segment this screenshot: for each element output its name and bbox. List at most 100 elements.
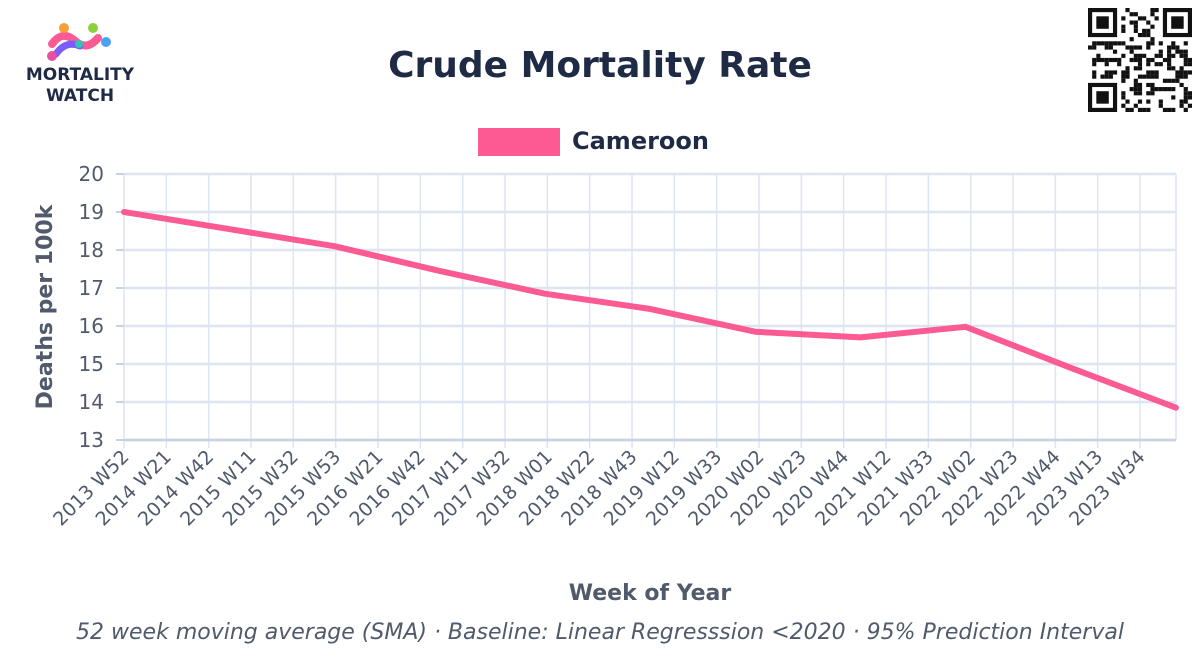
qr-module <box>1121 16 1126 21</box>
qr-module <box>1129 49 1134 54</box>
qr-module <box>1146 99 1151 104</box>
qr-module <box>1154 8 1159 13</box>
qr-module <box>1179 49 1184 54</box>
qr-module <box>1137 91 1143 96</box>
qr-module <box>1137 62 1143 67</box>
qr-code-icon <box>1088 8 1192 112</box>
qr-finder-core <box>1096 16 1109 29</box>
qr-module <box>1183 41 1188 46</box>
qr-module <box>1179 82 1184 88</box>
qr-module <box>1150 57 1155 63</box>
qr-module <box>1150 37 1155 42</box>
qr-module <box>1142 16 1147 21</box>
qr-module <box>1125 66 1130 71</box>
qr-module <box>1150 12 1155 17</box>
qr-module <box>1125 107 1130 112</box>
qr-module <box>1150 8 1155 13</box>
qr-module <box>1158 41 1163 46</box>
qr-module <box>1121 41 1126 46</box>
qr-module <box>1162 107 1168 112</box>
qr-module <box>1117 41 1122 46</box>
qr-module <box>1167 87 1172 92</box>
qr-module <box>1171 66 1176 71</box>
qr-module <box>1150 24 1155 29</box>
qr-module <box>1092 62 1097 67</box>
qr-module <box>1179 70 1184 75</box>
qr-module <box>1146 45 1151 50</box>
qr-module <box>1154 62 1159 67</box>
qr-module <box>1092 74 1097 79</box>
qr-module <box>1179 74 1184 79</box>
qr-module <box>1092 45 1097 50</box>
qr-module <box>1125 8 1130 13</box>
y-tick-label: 13 <box>79 428 104 452</box>
qr-module <box>1187 95 1192 100</box>
qr-module <box>1183 70 1188 75</box>
qr-module <box>1133 87 1138 92</box>
y-tick-label: 17 <box>79 276 104 300</box>
qr-finder-core <box>1171 16 1184 29</box>
legend[interactable]: Cameroon <box>478 127 709 156</box>
qr-module <box>1158 49 1163 54</box>
qr-module <box>1133 82 1138 88</box>
qr-module <box>1133 12 1138 17</box>
y-tick-label: 14 <box>79 390 104 414</box>
qr-module <box>1133 103 1138 108</box>
qr-module <box>1167 78 1172 83</box>
qr-module <box>1129 37 1134 42</box>
y-axis: 13 14 15 16 17 18 19 20 <box>79 162 124 452</box>
qr-module <box>1171 95 1176 100</box>
qr-module <box>1133 57 1138 63</box>
qr-module <box>1183 107 1188 112</box>
qr-module <box>1146 41 1151 46</box>
qr-module <box>1112 49 1118 54</box>
qr-module <box>1162 87 1168 92</box>
mortality-watch-logo: MORTALITY WATCH <box>26 23 135 106</box>
y-tick-label: 16 <box>79 314 104 338</box>
logo-mark-icon <box>47 23 111 61</box>
qr-module <box>1146 28 1151 33</box>
qr-module <box>1100 41 1105 46</box>
qr-module <box>1096 53 1101 58</box>
qr-module <box>1133 20 1138 25</box>
qr-module <box>1183 99 1188 104</box>
qr-module <box>1158 87 1163 92</box>
qr-module <box>1146 70 1151 75</box>
qr-module <box>1183 49 1188 54</box>
qr-module <box>1150 41 1155 46</box>
qr-module <box>1096 57 1101 63</box>
qr-module <box>1125 99 1130 104</box>
series-layer <box>121 209 1179 411</box>
qr-module <box>1142 107 1147 112</box>
qr-module <box>1092 41 1097 46</box>
qr-module <box>1150 82 1155 88</box>
qr-module <box>1183 91 1188 96</box>
qr-module <box>1175 70 1180 75</box>
qr-module <box>1121 91 1126 96</box>
qr-module <box>1183 62 1188 67</box>
qr-module <box>1187 103 1192 108</box>
qr-module <box>1187 70 1192 75</box>
qr-module <box>1112 41 1118 46</box>
y-tick-label: 20 <box>79 162 104 186</box>
qr-module <box>1137 57 1143 63</box>
qr-module <box>1121 24 1126 29</box>
legend-swatch <box>478 128 560 156</box>
qr-module <box>1121 53 1126 58</box>
series-line-cameroon[interactable] <box>121 209 1179 411</box>
qr-module <box>1146 74 1151 79</box>
qr-module <box>1179 53 1184 58</box>
qr-module <box>1150 87 1155 92</box>
qr-module <box>1150 74 1155 79</box>
qr-module <box>1137 87 1143 92</box>
qr-module <box>1137 66 1143 71</box>
qr-module <box>1158 62 1163 67</box>
qr-module <box>1112 70 1118 75</box>
qr-module <box>1175 49 1180 54</box>
qr-module <box>1167 66 1172 71</box>
qr-finder-core <box>1096 91 1109 104</box>
qr-module <box>1096 41 1101 46</box>
logo-text-line2: WATCH <box>46 86 114 106</box>
qr-module <box>1183 95 1188 100</box>
